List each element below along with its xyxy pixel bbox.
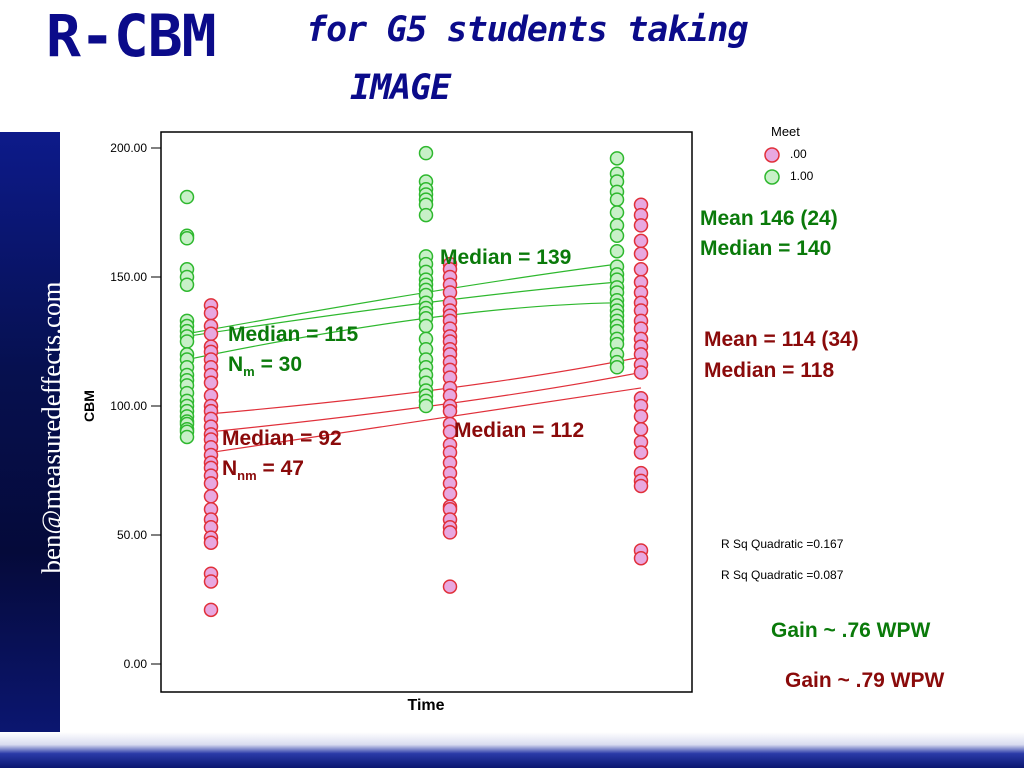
y-tick-label: 50.00 bbox=[117, 528, 147, 542]
data-point bbox=[203, 476, 219, 491]
data-point bbox=[203, 305, 219, 321]
data-point bbox=[609, 151, 625, 166]
legend-marker bbox=[764, 169, 780, 185]
data-point bbox=[633, 365, 649, 380]
legend-label-meet-yes: 1.00 bbox=[790, 169, 814, 183]
data-point bbox=[203, 375, 219, 391]
annotation-n-meet: Nm = 30 bbox=[228, 350, 302, 387]
gain-not-meet: Gain ~ .79 WPW bbox=[785, 669, 945, 692]
legend-title: Meet bbox=[771, 124, 800, 139]
annotation-mean-146: Mean 146 (24) bbox=[700, 207, 838, 230]
annotation-n-meet-value: = 30 bbox=[254, 353, 303, 376]
data-point bbox=[609, 192, 625, 207]
y-axis: 0.00 50.00 100.00 150.00 200.00 bbox=[110, 141, 161, 671]
data-point bbox=[633, 262, 649, 277]
data-point bbox=[633, 218, 649, 233]
data-point bbox=[203, 602, 219, 618]
data-point bbox=[179, 277, 195, 292]
annotation-n-not-meet-value: = 47 bbox=[256, 457, 304, 480]
annotation-n-not-meet-sub: nm bbox=[237, 468, 257, 484]
data-point bbox=[609, 243, 625, 259]
annotation-mean-114: Mean = 114 (34) bbox=[704, 328, 859, 351]
data-point bbox=[203, 326, 219, 342]
r-squared-meet: R Sq Quadratic =0.167 bbox=[721, 537, 844, 551]
slide-subtitle-line2: IMAGE bbox=[350, 68, 451, 108]
data-point bbox=[179, 189, 195, 205]
bottom-decoration-band bbox=[0, 732, 1024, 768]
y-tick-label: 100.00 bbox=[110, 399, 147, 413]
annotation-n-meet-prefix: N bbox=[228, 353, 244, 376]
data-point bbox=[418, 318, 434, 334]
data-point bbox=[633, 233, 649, 249]
data-point bbox=[633, 478, 649, 494]
annotation-n-not-meet: Nnm = 47 bbox=[222, 454, 304, 491]
data-point bbox=[418, 398, 434, 414]
data-points bbox=[179, 145, 649, 618]
data-point bbox=[179, 429, 195, 445]
annotation-n-meet-sub: m bbox=[243, 364, 255, 380]
legend-label-meet-no: .00 bbox=[790, 147, 807, 161]
data-point bbox=[633, 445, 649, 460]
annotation-median-115: Median = 115 bbox=[228, 323, 359, 346]
data-point bbox=[633, 246, 649, 262]
annotation-n-not-meet-prefix: N bbox=[222, 457, 238, 480]
y-tick-label: 150.00 bbox=[110, 270, 147, 284]
y-axis-label: CBM bbox=[81, 390, 97, 422]
data-point bbox=[179, 231, 195, 246]
annotation-median-92: Median = 92 bbox=[222, 427, 342, 450]
data-point bbox=[418, 207, 434, 223]
annotation-median-112: Median = 112 bbox=[454, 419, 585, 442]
data-point bbox=[418, 145, 434, 161]
annotation-median-140: Median = 140 bbox=[700, 237, 832, 260]
gain-meet: Gain ~ .76 WPW bbox=[771, 619, 931, 642]
data-point bbox=[609, 228, 625, 243]
data-point bbox=[179, 334, 195, 349]
annotation-median-118: Median = 118 bbox=[704, 359, 835, 382]
data-point bbox=[633, 550, 649, 566]
data-point bbox=[609, 205, 625, 220]
y-tick-label: 0.00 bbox=[124, 657, 148, 671]
data-point bbox=[203, 535, 219, 550]
x-axis-label: Time bbox=[407, 697, 444, 714]
slide-subtitle-line1: for G5 students taking bbox=[306, 10, 749, 50]
legend-marker bbox=[764, 147, 780, 163]
data-point bbox=[442, 525, 458, 540]
data-point bbox=[442, 486, 458, 501]
annotation-median-139: Median = 139 bbox=[440, 246, 572, 269]
side-decoration-band bbox=[0, 132, 60, 732]
data-point bbox=[203, 489, 219, 504]
legend bbox=[764, 147, 780, 185]
data-point bbox=[609, 360, 625, 375]
data-point bbox=[633, 421, 649, 437]
data-point bbox=[203, 574, 219, 589]
data-point bbox=[633, 409, 649, 424]
y-tick-label: 200.00 bbox=[110, 141, 147, 155]
r-squared-not-meet: R Sq Quadratic =0.087 bbox=[721, 568, 844, 582]
data-point bbox=[442, 579, 458, 594]
slide-title: R-CBM bbox=[46, 2, 217, 70]
